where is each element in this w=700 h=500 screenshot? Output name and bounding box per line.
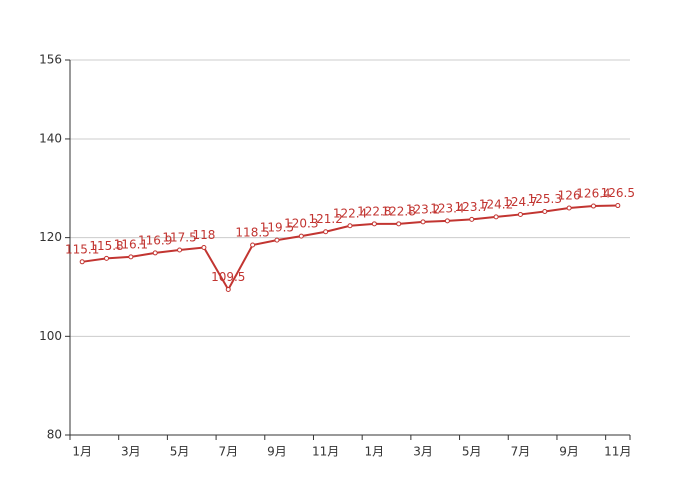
value-label: 119.5 (260, 221, 294, 235)
value-label: 117.5 (162, 230, 196, 244)
x-tick-label: 3月 (121, 445, 141, 459)
x-tick-label: 1月 (72, 445, 92, 459)
point (615, 203, 621, 209)
point (517, 211, 523, 217)
value-label: 126 (558, 189, 581, 203)
point (298, 233, 304, 239)
value-label: 126.5 (601, 186, 635, 200)
point (323, 229, 329, 235)
value-label: 118.5 (235, 226, 269, 240)
value-label: 124.7 (503, 195, 537, 209)
y-tick-label: 140 (39, 131, 62, 145)
value-label: 125.3 (528, 192, 562, 206)
value-label: 115.8 (89, 239, 123, 253)
value-label: 123.2 (406, 202, 440, 216)
y-tick-label: 156 (39, 53, 62, 67)
value-label: 122.8 (357, 204, 391, 218)
point (590, 203, 596, 209)
value-label: 123.4 (430, 201, 464, 215)
point (371, 221, 377, 227)
y-tick-label: 100 (39, 329, 62, 343)
x-tick-label: 3月 (413, 445, 433, 459)
value-label: 118 (192, 228, 215, 242)
x-tick-label: 1月 (365, 445, 385, 459)
point (493, 214, 499, 220)
x-tick-label: 9月 (559, 445, 579, 459)
x-tick-label: 5月 (462, 445, 482, 459)
x-tick-label: 11月 (312, 445, 339, 459)
value-label: 126.4 (576, 187, 610, 201)
point (79, 259, 85, 265)
point (128, 254, 134, 260)
point (250, 242, 256, 248)
x-tick-label: 7月 (218, 445, 238, 459)
value-label: 123.7 (455, 200, 489, 214)
point (469, 216, 475, 222)
point (347, 223, 353, 229)
value-label: 116.1 (114, 237, 148, 251)
y-tick-label: 120 (39, 230, 62, 244)
value-label: 109.5 (211, 270, 245, 284)
x-tick-label: 9月 (267, 445, 287, 459)
value-label: 115.1 (65, 242, 99, 256)
value-label: 121.2 (308, 212, 342, 226)
x-tick-label: 7月 (511, 445, 531, 459)
point (274, 237, 280, 243)
value-label: 122.8 (382, 204, 416, 218)
y-tick-label: 80 (47, 428, 62, 442)
value-label: 120.3 (284, 217, 318, 231)
value-label: 122.4 (333, 206, 367, 220)
point (396, 221, 402, 227)
point (201, 245, 207, 250)
x-tick-label: 5月 (170, 445, 190, 459)
value-label: 116.9 (138, 233, 172, 247)
point (542, 208, 548, 214)
point (420, 219, 426, 225)
point (104, 255, 110, 261)
point (177, 247, 183, 253)
point (566, 205, 572, 211)
point (152, 250, 158, 256)
value-label: 124.2 (479, 197, 513, 211)
x-tick-label: 11月 (604, 445, 631, 459)
point (444, 218, 450, 224)
point (225, 286, 231, 292)
